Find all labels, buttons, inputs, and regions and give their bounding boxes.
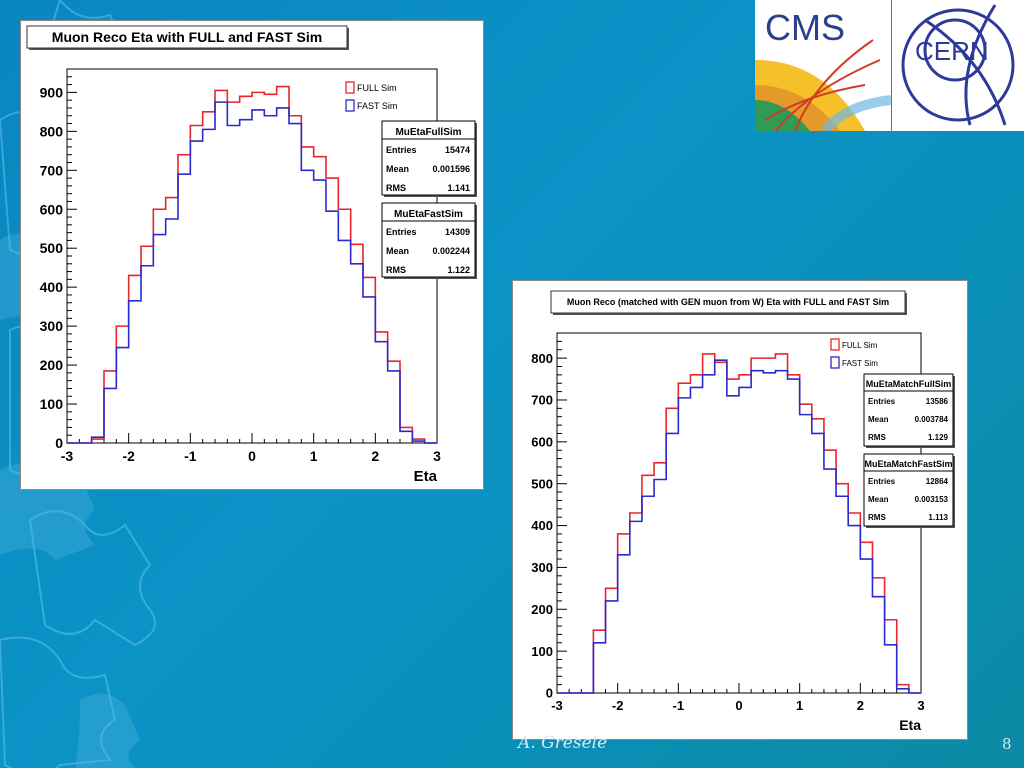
legend-swatch xyxy=(345,81,355,94)
stats-box-title: MuEtaMatchFullSim xyxy=(866,379,952,389)
stats-label: Mean xyxy=(868,415,889,424)
stats-label: Entries xyxy=(386,227,417,237)
y-tick-label: 0 xyxy=(546,686,553,701)
y-tick-label: 200 xyxy=(40,357,64,373)
stats-value: 1.113 xyxy=(928,513,948,522)
stats-value: 0.002244 xyxy=(432,246,470,256)
x-tick-label: 0 xyxy=(735,698,742,713)
y-tick-label: 0 xyxy=(55,435,63,451)
stats-label: Mean xyxy=(386,164,409,174)
y-tick-label: 600 xyxy=(531,435,553,450)
x-tick-label: 3 xyxy=(917,698,924,713)
y-tick-label: 500 xyxy=(40,240,64,256)
y-tick-label: 800 xyxy=(40,123,64,139)
stats-value: 14309 xyxy=(445,227,470,237)
cms-logo-text: CMS xyxy=(765,7,845,48)
title-box xyxy=(26,25,348,49)
y-tick-label: 800 xyxy=(531,351,553,366)
y-tick-label: 700 xyxy=(40,162,64,178)
stats-value: 13586 xyxy=(926,397,949,406)
y-tick-label: 100 xyxy=(531,644,553,659)
stats-label: RMS xyxy=(868,433,886,442)
footer-author: A. Gresele xyxy=(518,733,608,753)
legend-swatch xyxy=(830,356,840,369)
histogram-series-1 xyxy=(67,101,437,444)
legend-swatch xyxy=(830,338,840,351)
y-tick-label: 200 xyxy=(531,602,553,617)
chart-panel-full-fast-eta: Muon Reco Eta with FULL and FAST Sim 0 100… xyxy=(20,20,484,490)
y-tick-label: 700 xyxy=(531,393,553,408)
stats-box xyxy=(863,373,954,447)
stats-label: RMS xyxy=(868,513,886,522)
x-tick-label: 2 xyxy=(371,448,379,464)
stats-value: 0.003784 xyxy=(915,415,949,424)
histogram-chart-1: Muon Reco Eta with FULL and FAST Sim0100… xyxy=(26,25,477,485)
chart-title: Muon Reco (matched with GEN muon from W)… xyxy=(567,297,889,307)
x-tick-label: -1 xyxy=(673,698,685,713)
y-tick-label: 500 xyxy=(531,476,553,491)
stats-label: RMS xyxy=(386,265,406,275)
y-tick-label: 600 xyxy=(40,201,64,217)
y-tick-label: 100 xyxy=(40,396,64,412)
stats-box xyxy=(863,453,954,527)
stats-box-title: MuEtaFastSim xyxy=(394,209,463,220)
x-tick-label: 3 xyxy=(433,448,441,464)
legend-label: FAST Sim xyxy=(357,101,397,111)
x-tick-label: -1 xyxy=(184,448,197,464)
x-axis-label: Eta xyxy=(899,717,921,733)
y-tick-label: 300 xyxy=(531,560,553,575)
logos: CMS CERN xyxy=(755,0,1024,135)
title-box xyxy=(550,290,906,314)
x-tick-label: -2 xyxy=(612,698,624,713)
legend-label: FAST Sim xyxy=(842,359,878,368)
cms-logo: CMS xyxy=(755,0,892,135)
stats-label: Entries xyxy=(868,477,896,486)
stats-box xyxy=(381,120,476,196)
stats-value: 1.141 xyxy=(447,183,470,193)
x-tick-label: -3 xyxy=(61,448,74,464)
x-tick-label: 1 xyxy=(310,448,318,464)
chart-panel-matched-eta: Muon Reco (matched with GEN muon from W)… xyxy=(512,280,968,740)
stats-box xyxy=(381,202,476,278)
histogram-chart-2: Muon Reco (matched with GEN muon from W)… xyxy=(531,290,955,733)
x-tick-label: -2 xyxy=(122,448,135,464)
stats-value: 1.122 xyxy=(447,265,470,275)
x-tick-label: 1 xyxy=(796,698,803,713)
y-tick-label: 400 xyxy=(531,518,553,533)
stats-label: Entries xyxy=(868,397,896,406)
stats-label: Mean xyxy=(386,246,409,256)
stats-value: 0.003153 xyxy=(915,495,949,504)
stats-label: Mean xyxy=(868,495,889,504)
histogram-series-1 xyxy=(557,359,921,694)
stats-value: 1.129 xyxy=(928,433,949,442)
stats-label: RMS xyxy=(386,183,406,193)
stats-value: 12864 xyxy=(926,477,949,486)
stats-value: 0.001596 xyxy=(432,164,470,174)
page-number: 8 xyxy=(1002,735,1012,753)
chart-title: Muon Reco Eta with FULL and FAST Sim xyxy=(52,29,322,45)
x-tick-label: -3 xyxy=(551,698,563,713)
cern-logo-text: CERN xyxy=(915,36,989,66)
y-tick-label: 900 xyxy=(40,84,64,100)
legend-label: FULL Sim xyxy=(357,83,397,93)
legend-swatch xyxy=(345,99,355,112)
y-tick-label: 400 xyxy=(40,279,64,295)
legend-label: FULL Sim xyxy=(842,341,878,350)
cern-logo: CERN xyxy=(892,0,1024,131)
x-axis-label: Eta xyxy=(414,468,438,485)
histogram-series-0 xyxy=(67,85,437,444)
x-tick-label: 2 xyxy=(857,698,864,713)
x-tick-label: 0 xyxy=(248,448,256,464)
stats-box-title: MuEtaFullSim xyxy=(395,127,461,138)
stats-box-title: MuEtaMatchFastSim xyxy=(864,459,952,469)
stats-label: Entries xyxy=(386,145,417,155)
stats-value: 15474 xyxy=(445,145,470,155)
y-tick-label: 300 xyxy=(40,318,64,334)
